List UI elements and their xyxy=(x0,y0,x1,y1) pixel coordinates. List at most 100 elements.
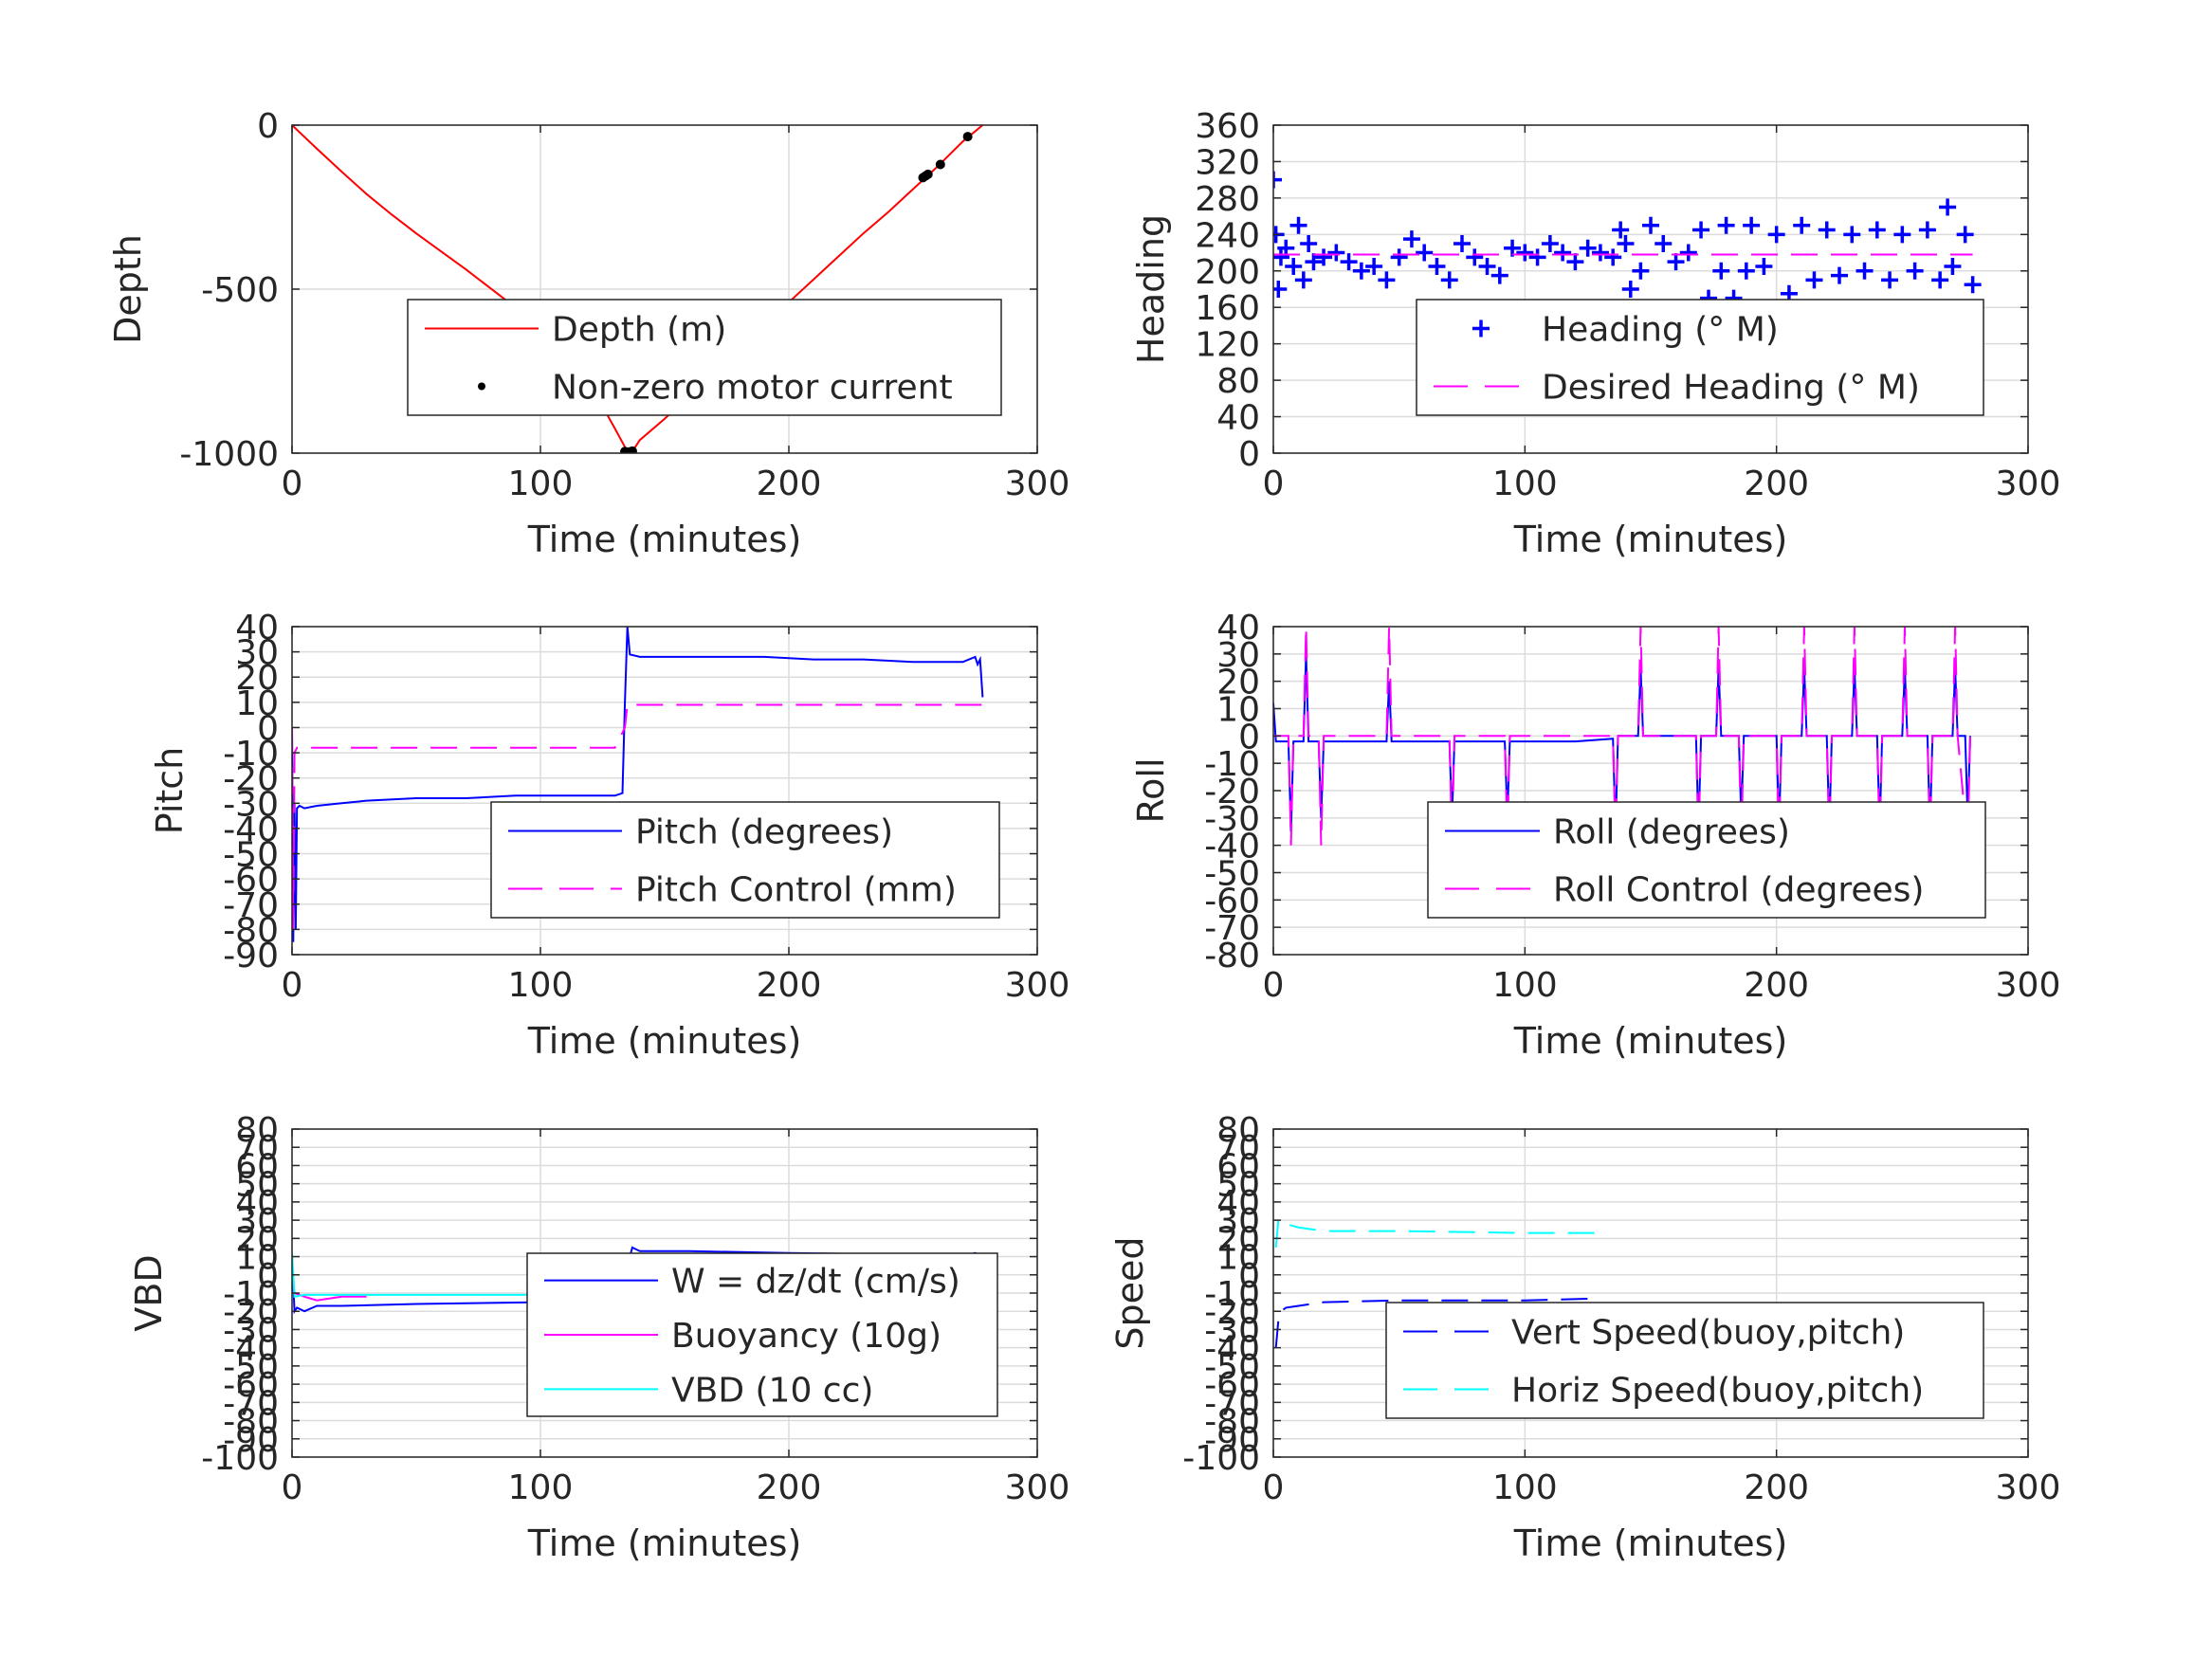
series-heading-m-point xyxy=(1294,271,1312,289)
y-tick-label: -100 xyxy=(201,1439,279,1478)
y-tick-label: -20 xyxy=(1204,1293,1260,1332)
y-axis-label: Heading xyxy=(1130,214,1172,364)
y-tick-label: -50 xyxy=(223,1348,279,1387)
y-tick-label: -80 xyxy=(1204,937,1260,975)
series-heading-m-point xyxy=(1793,216,1811,234)
legend: Heading (° M) Desired Heading (° M) xyxy=(1416,299,1984,416)
x-tick-label: 100 xyxy=(1492,465,1558,503)
y-tick-label: 10 xyxy=(235,684,279,723)
y-tick-label: 0 xyxy=(1238,1257,1260,1296)
legend-label: Vert Speed(buoy,pitch) xyxy=(1511,1314,1905,1353)
x-tick-label: 100 xyxy=(1492,966,1558,1005)
series-heading-m-point xyxy=(1402,230,1420,248)
series-non-zero-motor-current-point xyxy=(627,446,637,453)
y-tick-label: -1000 xyxy=(179,435,279,474)
series-heading-m-point xyxy=(1378,271,1396,289)
y-tick-label: -60 xyxy=(1204,882,1260,921)
series-heading-m-point xyxy=(1617,234,1635,252)
x-tick-label: 100 xyxy=(1492,1468,1558,1507)
legend-box xyxy=(407,299,1002,416)
y-tick-label: -40 xyxy=(1204,1330,1260,1369)
y-tick-label: 40 xyxy=(1216,399,1260,438)
y-tick-label: 320 xyxy=(1195,143,1260,182)
subplot-6: 0 100 200 300-100-90-80-70-60-50-40-30-20-1… xyxy=(1109,1111,2060,1564)
series-heading-m-point xyxy=(1528,248,1546,266)
y-tick-label: -80 xyxy=(1204,1403,1260,1442)
series-heading-m-point xyxy=(1717,216,1735,234)
subplot-1: 0 100 200 300 -1000 -500 0 Time (minutes) Depth D… xyxy=(107,107,1069,560)
legend: Depth (m) Non-zero motor current xyxy=(407,299,1002,416)
x-tick-label: 0 xyxy=(282,1468,303,1507)
legend-label: Pitch (degrees) xyxy=(635,813,893,852)
y-tick-label: 60 xyxy=(235,1147,279,1186)
y-tick-label: -30 xyxy=(223,1311,279,1350)
x-tick-label: 0 xyxy=(282,966,303,1005)
series-non-zero-motor-current-point xyxy=(962,132,973,142)
legend: Vert Speed(buoy,pitch) Horiz Speed(buoy,p… xyxy=(1385,1302,1984,1419)
legend: W = dz/dt (cm/s) Buoyancy (10g) VBD (10 cc… xyxy=(526,1252,998,1417)
series-heading-m-point xyxy=(1440,271,1458,289)
y-tick-label: 80 xyxy=(235,1111,279,1150)
series-heading-m-point xyxy=(1755,257,1773,275)
y-tick-label: 60 xyxy=(1216,1147,1260,1186)
x-tick-label: 200 xyxy=(757,966,822,1005)
legend-label: Roll (degrees) xyxy=(1553,813,1790,852)
y-tick-label: -80 xyxy=(223,1403,279,1442)
series-heading-m-point xyxy=(1579,239,1597,257)
series-heading-m-point xyxy=(1712,262,1730,280)
y-tick-label: -40 xyxy=(223,1330,279,1369)
series-heading-m-point xyxy=(1612,221,1630,239)
series-heading-m-point xyxy=(1340,253,1358,271)
legend: Pitch (degrees) Pitch Control (mm) xyxy=(490,801,1000,919)
x-tick-label: 300 xyxy=(1005,465,1070,503)
series-heading-m-point xyxy=(1667,253,1685,271)
y-tick-label: -60 xyxy=(223,861,279,900)
series-heading-m-point xyxy=(1273,171,1282,189)
y-tick-label: 20 xyxy=(1216,1220,1260,1259)
y-tick-label: -10 xyxy=(1204,1275,1260,1314)
series-heading-m-point xyxy=(1305,253,1323,271)
y-tick-label: -50 xyxy=(1204,1348,1260,1387)
series-heading-m-point xyxy=(1743,216,1761,234)
y-tick-label: 30 xyxy=(1216,636,1260,675)
legend-marker xyxy=(478,382,485,391)
y-tick-label: -500 xyxy=(201,271,279,310)
series-heading-m-point xyxy=(1856,262,1874,280)
data-layer xyxy=(292,125,984,453)
x-tick-label: 300 xyxy=(1996,465,2061,503)
legend-label: Buoyancy (10g) xyxy=(671,1317,941,1356)
x-tick-label: 300 xyxy=(1996,1468,2061,1507)
series-heading-m-point xyxy=(1591,244,1609,262)
x-tick-label: 300 xyxy=(1005,966,1070,1005)
series-heading-m-point xyxy=(1679,244,1697,262)
y-tick-label: 0 xyxy=(257,1257,279,1296)
series-heading-m-point xyxy=(1931,271,1949,289)
y-tick-label: 40 xyxy=(235,609,279,647)
series-heading-m-point xyxy=(1692,221,1710,239)
series-heading-m-point xyxy=(1516,244,1534,262)
series-heading-m-point xyxy=(1273,281,1288,298)
series-heading-m-point xyxy=(1365,257,1383,275)
y-tick-label: 50 xyxy=(235,1166,279,1205)
series-heading-m-point xyxy=(1416,244,1434,262)
subplot-3: 0 100 200 300-90-80-70-60-50-40-30-20-10010… xyxy=(149,609,1069,1062)
series-heading-m-point xyxy=(1327,244,1345,262)
series-heading-m-point xyxy=(1642,216,1659,234)
series-heading-m-point xyxy=(1390,248,1408,266)
x-tick-label: 100 xyxy=(508,1468,574,1507)
series-heading-m-point xyxy=(1289,216,1307,234)
y-tick-label: -60 xyxy=(1204,1366,1260,1405)
series-heading-m-point xyxy=(1566,253,1584,271)
y-tick-label: -10 xyxy=(223,735,279,774)
y-tick-label: -30 xyxy=(1204,1311,1260,1350)
series-heading-m-point xyxy=(1654,234,1673,252)
y-tick-label: -30 xyxy=(223,785,279,824)
y-tick-label: -90 xyxy=(223,937,279,975)
x-axis-label: Time (minutes) xyxy=(1513,1020,1788,1062)
y-tick-label: 70 xyxy=(1216,1129,1260,1168)
x-tick-label: 200 xyxy=(1744,1468,1809,1507)
legend-label: Heading (° M) xyxy=(1542,311,1779,350)
series-roll-control-degrees-line xyxy=(1273,627,1971,846)
y-tick-label: -70 xyxy=(223,1384,279,1423)
x-tick-label: 0 xyxy=(282,465,303,503)
